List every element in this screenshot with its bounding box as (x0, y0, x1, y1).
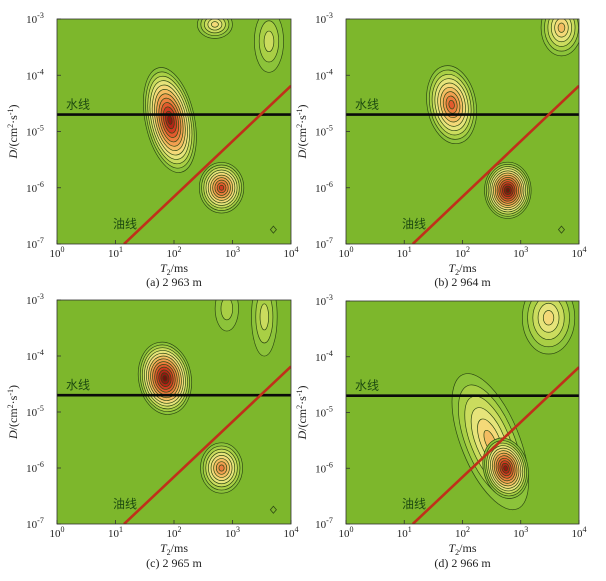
water-line-label: 水线 (66, 98, 90, 112)
diamond-marker (269, 505, 277, 514)
x-tick-label: 103 (513, 245, 528, 260)
oil-line (411, 84, 579, 244)
diamond-marker (269, 225, 277, 234)
x-tick-label: 102 (167, 245, 182, 260)
contour-group (57, 19, 291, 244)
x-tick-label: 101 (108, 525, 123, 540)
oil-line-label: 油线 (113, 497, 137, 511)
y-tick-label: 10-5 (315, 124, 333, 139)
x-tick-label: 104 (572, 525, 587, 540)
y-tick-label: 10-6 (315, 460, 333, 475)
contour-level (542, 310, 555, 326)
contour-level (218, 464, 225, 472)
y-tick-label: 10-7 (315, 236, 333, 251)
panel-caption: (b) 2 964 m (434, 275, 491, 289)
y-tick-label: 10-5 (26, 124, 44, 139)
y-tick-label: 10-7 (315, 516, 333, 531)
x-tick-label: 101 (108, 245, 123, 260)
contour-level (263, 30, 275, 53)
y-tick-label: 10-6 (26, 180, 44, 195)
y-tick-label: 10-6 (26, 460, 44, 475)
y-tick-label: 10-4 (26, 348, 44, 363)
x-tick-label: 104 (284, 245, 299, 260)
water-line-label: 水线 (66, 378, 90, 392)
x-tick-label: 104 (572, 245, 587, 260)
x-tick-label: 103 (225, 525, 240, 540)
contour-level (557, 22, 566, 33)
contour-level (220, 300, 234, 321)
contour-level (218, 184, 225, 191)
y-tick-label: 10-7 (26, 516, 44, 531)
diamond-marker (557, 225, 565, 234)
contour-level (503, 465, 508, 472)
oil-line (123, 365, 291, 524)
y-tick-label: 10-3 (26, 11, 44, 26)
x-axis-label: T2/ms (160, 261, 188, 277)
x-tick-label: 101 (397, 245, 412, 260)
oil-line-label: 油线 (402, 217, 426, 231)
y-axis-label: D/(cm2·s-1) (295, 385, 309, 440)
panel-caption: (c) 2 965 m (146, 556, 202, 570)
y-tick-label: 10-5 (26, 404, 44, 419)
x-tick-label: 103 (513, 525, 528, 540)
x-axis-label: T2/ms (448, 261, 476, 277)
x-tick-label: 100 (339, 525, 354, 540)
y-tick-label: 10-5 (315, 405, 333, 420)
contour-level (259, 303, 269, 331)
water-line-label: 水线 (355, 379, 379, 393)
x-tick-label: 100 (50, 245, 65, 260)
y-tick-label: 10-7 (26, 236, 44, 251)
contour-group (57, 300, 291, 524)
oil-line (123, 84, 291, 244)
y-tick-label: 10-3 (315, 11, 333, 26)
oil-line-label: 油线 (402, 497, 426, 511)
panel-caption: (d) 2 966 m (434, 556, 491, 570)
y-tick-label: 10-3 (315, 293, 333, 308)
x-tick-label: 100 (50, 525, 65, 540)
oil-line-label: 油线 (113, 217, 137, 231)
x-tick-label: 100 (339, 245, 354, 260)
y-axis-label: D/(cm2·s-1) (295, 104, 309, 159)
contour-level (448, 99, 455, 110)
y-axis-label: D/(cm2·s-1) (6, 104, 20, 159)
y-tick-label: 10-4 (26, 67, 44, 82)
x-tick-label: 102 (455, 525, 470, 540)
contour-level (505, 187, 510, 193)
x-axis-label: T2/ms (160, 541, 188, 557)
water-line-label: 水线 (355, 98, 379, 112)
y-tick-label: 10-3 (26, 292, 44, 307)
x-tick-label: 102 (167, 525, 182, 540)
y-tick-label: 10-6 (315, 180, 333, 195)
contour-group (346, 301, 579, 524)
panel-caption: (a) 2 963 m (146, 275, 202, 289)
contour-level (162, 375, 168, 382)
y-axis-label: D/(cm2·s-1) (6, 385, 20, 440)
contour-group (346, 19, 579, 244)
y-tick-label: 10-4 (315, 67, 333, 82)
x-axis-label: T2/ms (448, 541, 476, 557)
x-tick-label: 104 (284, 525, 299, 540)
x-tick-label: 101 (397, 525, 412, 540)
oil-line (411, 366, 579, 524)
y-tick-label: 10-4 (315, 349, 333, 364)
x-tick-label: 102 (455, 245, 470, 260)
contour-level (211, 21, 219, 28)
x-tick-label: 103 (225, 245, 240, 260)
